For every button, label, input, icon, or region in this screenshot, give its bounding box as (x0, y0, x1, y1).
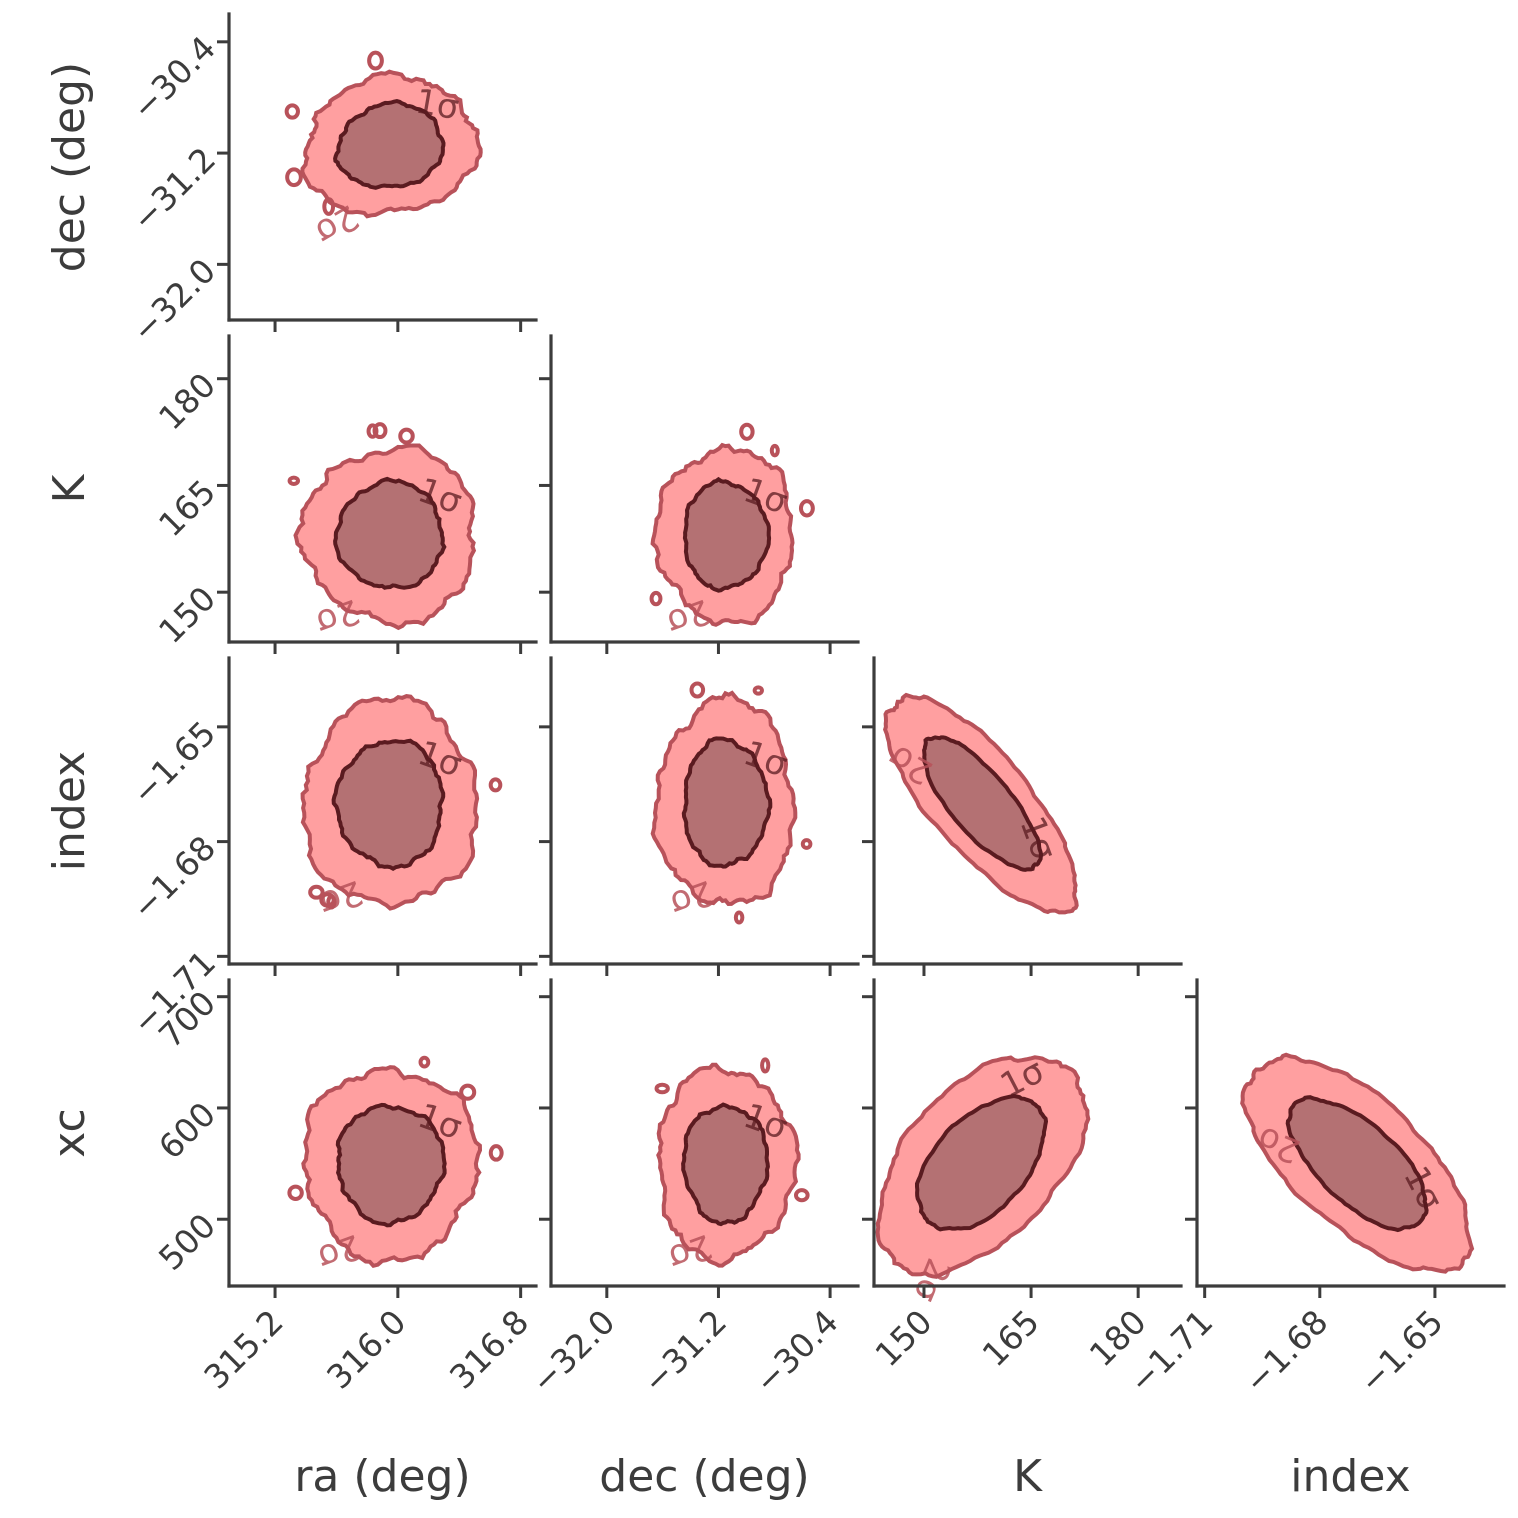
contour-island (755, 687, 762, 693)
y-tick-label: −30.4 (124, 28, 223, 127)
x-tick-label: 150 (868, 1302, 940, 1374)
contour-island (400, 430, 412, 443)
x-tick-label: −30.4 (747, 1302, 846, 1401)
level-label-1sigma: 1σ (412, 82, 461, 129)
contour-island (289, 1187, 301, 1199)
y-axis-label: index (44, 751, 95, 871)
y-tick-label: 500 (151, 1206, 223, 1278)
x-tick-label: −32.0 (523, 1302, 622, 1401)
x-axis-label: K (1013, 1451, 1043, 1502)
x-tick-label: −1.68 (1236, 1302, 1335, 1401)
contour-island (741, 425, 752, 439)
y-tick-label: 150 (151, 579, 223, 651)
contour-island (421, 1058, 429, 1067)
y-axis-label: K (44, 473, 95, 503)
contour-island (772, 446, 778, 455)
contour-island (369, 53, 382, 69)
contour-island (287, 105, 298, 117)
contour-island (801, 501, 813, 515)
contour-island (657, 1085, 668, 1093)
x-tick-label: 315.2 (196, 1302, 290, 1396)
contour-island (491, 779, 501, 790)
contour-island (736, 913, 743, 923)
contour-island (375, 424, 386, 437)
contour-island (692, 683, 704, 696)
contour-island (290, 478, 298, 484)
y-tick-label: −1.65 (124, 713, 223, 812)
x-tick-label: −31.2 (635, 1302, 734, 1401)
contour-island (803, 840, 811, 848)
y-tick-label: 180 (151, 365, 223, 437)
contour-island (762, 1059, 768, 1071)
x-tick-label: 316.0 (319, 1302, 413, 1396)
x-tick-label: 165 (975, 1302, 1047, 1374)
contour-island (491, 1146, 502, 1160)
y-tick-label: −31.2 (124, 140, 223, 239)
y-tick-label: 600 (151, 1095, 223, 1167)
x-tick-label: 316.8 (442, 1302, 536, 1396)
x-axis-label: index (1290, 1451, 1410, 1502)
y-tick-label: −1.68 (124, 828, 223, 927)
x-axis-label: dec (deg) (599, 1451, 809, 1502)
contour-island (461, 1086, 474, 1099)
contour-island (796, 1190, 808, 1200)
y-axis-label: dec (deg) (44, 62, 95, 272)
y-tick-label: −32.0 (124, 251, 223, 350)
contour-island (287, 169, 301, 185)
contour-island (652, 593, 661, 604)
y-tick-label: 165 (151, 472, 223, 544)
x-axis-label: ra (deg) (294, 1451, 470, 1502)
x-tick-label: −1.65 (1351, 1302, 1450, 1401)
y-axis-label: xc (44, 1108, 95, 1157)
